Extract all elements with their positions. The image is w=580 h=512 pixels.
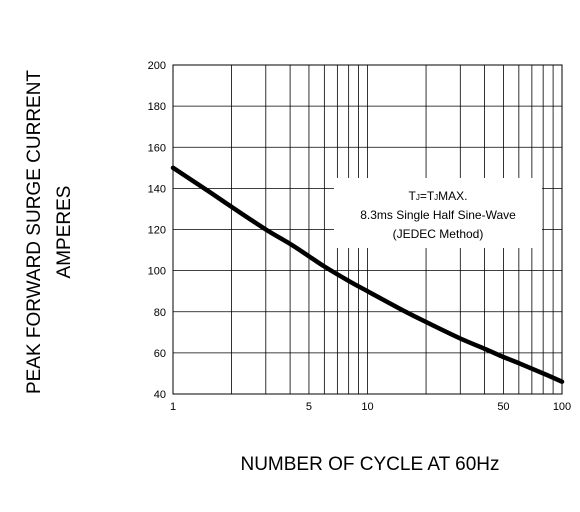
- x-axis-title: NUMBER OF CYCLE AT 60Hz: [240, 454, 499, 475]
- y-tick-label: 40: [154, 389, 166, 401]
- y-tick-label: 80: [154, 307, 166, 319]
- y-tick-label: 200: [148, 60, 166, 72]
- plot-frame: [172, 64, 563, 395]
- y-tick-label: 140: [148, 183, 166, 195]
- annotation-waveform: 8.3ms Single Half Sine-Wave: [360, 208, 516, 222]
- annotation-box: TJ=TJMAX. 8.3ms Single Half Sine-Wave (J…: [334, 178, 542, 248]
- y-axis-title-line-2: AMPERES: [54, 186, 75, 279]
- annotation-method: (JEDEC Method): [393, 227, 484, 241]
- y-tick-label: 160: [148, 142, 166, 154]
- y-tick-label: 100: [148, 266, 166, 278]
- y-tick-label: 120: [148, 225, 166, 237]
- y-tick-label: 60: [154, 348, 166, 360]
- x-tick-label: 100: [553, 401, 571, 413]
- annotation-background: [334, 178, 542, 248]
- tick-labels: 40 60 80 100 120 140 160 180 200 1 5 10 50 100: [148, 60, 572, 413]
- surge-current-curve: [170, 165, 565, 384]
- y-axis-title-line-1: PEAK FORWARD SURGE CURRENT: [24, 70, 45, 394]
- x-tick-label: 50: [497, 401, 509, 413]
- x-tick-label: 10: [361, 401, 373, 413]
- y-tick-label: 180: [148, 101, 166, 113]
- x-tick-label: 1: [170, 401, 176, 413]
- x-tick-label: 5: [306, 401, 312, 413]
- annotation-condition: TJ=TJMAX.: [408, 189, 467, 203]
